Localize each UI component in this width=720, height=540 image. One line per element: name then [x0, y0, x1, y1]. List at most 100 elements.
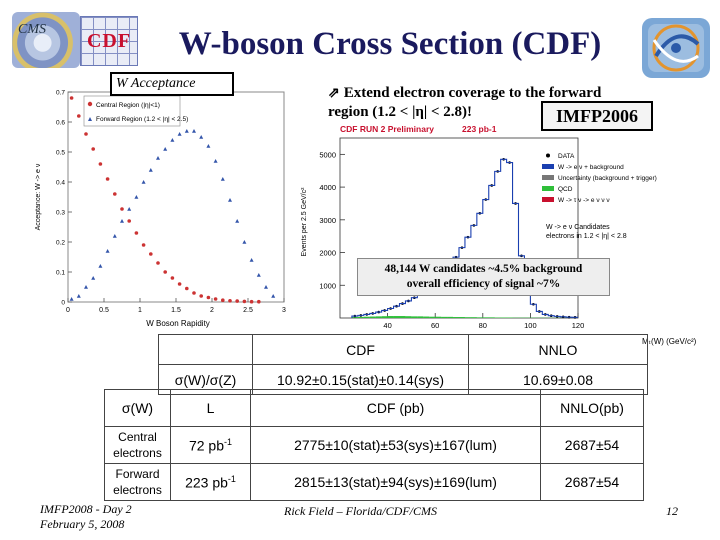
cdf-logo: CDF: [80, 16, 138, 66]
mt-qcd-bar: [464, 317, 471, 318]
table-cell: 223 pb-1: [170, 463, 251, 501]
mt-y-tick-label: 5000: [319, 150, 336, 159]
mt-qcd-bar: [423, 316, 430, 318]
acc-point-central: [113, 192, 117, 196]
acc-point-central: [156, 261, 160, 265]
acc-point-central: [192, 291, 196, 295]
mt-chart-title: CDF RUN 2 Preliminary: [340, 124, 434, 134]
table-cell: [158, 334, 253, 365]
mt-chart-subtitle: 223 pb-1: [462, 124, 497, 134]
mt-qcd-bar: [393, 316, 400, 318]
mt-qcd-bar: [369, 316, 376, 318]
table-row: Central electrons 72 pb-1 2775±10(stat)±5…: [104, 426, 644, 464]
acc-point-forward: [235, 219, 240, 223]
mt-y-tick-label: 2000: [319, 249, 336, 258]
mt-qcd-bar: [441, 316, 448, 318]
table-cell: NNLO: [468, 334, 648, 365]
candidates-line1: 48,144 W candidates ~4.5% background: [384, 263, 583, 275]
legend-forward-label: Forward Region (1.2 < |η| < 2.5): [96, 116, 188, 123]
acc-point-central: [221, 298, 225, 302]
acc-y-axis-label: Acceptance: W -> e ν: [35, 163, 42, 230]
acc-point-forward: [84, 285, 88, 289]
acc-point-central: [134, 231, 139, 235]
acc-point-forward: [177, 132, 182, 136]
legend-marker: [546, 153, 550, 158]
candidates-line2: overall efficiency of signal ~7%: [406, 278, 561, 290]
acc-x-tick-label: 2.5: [243, 307, 253, 314]
mt-qcd-bar: [488, 317, 495, 318]
acc-point-central: [170, 276, 175, 280]
acc-point-central: [213, 297, 218, 301]
acc-point-forward: [206, 144, 211, 148]
table-cell: 2815±13(stat)±94(sys)±169(lum): [250, 463, 541, 501]
acceptance-title: W Acceptance: [110, 72, 234, 96]
acc-point-central: [206, 295, 211, 300]
acc-x-tick-label: 2: [210, 307, 214, 314]
mt-qcd-bar: [363, 316, 370, 318]
table-cell: 2687±54: [540, 426, 644, 464]
acc-point-forward: [98, 264, 103, 268]
table-row: σ(W) L CDF (pb) NNLO(pb): [104, 389, 644, 427]
mt-qcd-bar: [453, 317, 459, 318]
legend-label: DATA: [558, 153, 575, 160]
acc-y-tick-label: 0.3: [56, 210, 65, 217]
mt-qcd-bar: [357, 316, 364, 318]
acc-point-central: [242, 299, 247, 304]
acc-y-tick-label: 0.7: [56, 90, 65, 97]
acc-y-tick-label: 0: [61, 300, 65, 307]
mt-qcd-bar: [435, 316, 442, 318]
mt-qcd-bar: [482, 317, 489, 318]
acc-point-forward: [163, 147, 168, 151]
mt-qcd-bar: [405, 316, 412, 318]
acc-point-forward: [156, 156, 160, 160]
acc-point-forward: [112, 234, 117, 238]
mt-qcd-bar: [375, 316, 382, 318]
legend-marker: [542, 164, 554, 169]
ratio-table: CDF NNLO σ(W)/σ(Z) 10.92±0.15(stat)±0.14…: [158, 334, 648, 395]
table-cell: 72 pb-1: [170, 426, 251, 464]
mt-qcd-bar: [470, 317, 477, 318]
table-cell: Forward electrons: [104, 463, 171, 501]
mt-qcd-bar: [476, 317, 483, 318]
table-cell: σ(W): [104, 389, 171, 427]
mt-x-tick-label: 60: [431, 321, 439, 330]
acc-point-forward: [76, 294, 81, 298]
acc-point-central: [249, 299, 254, 304]
mt-y-axis-label: Events per 2.5 GeV/c²: [301, 187, 308, 257]
mt-y-tick-label: 1000: [319, 281, 336, 290]
legend-marker: [542, 186, 554, 191]
mt-qcd-bar: [447, 316, 454, 318]
mt-qcd-bar: [381, 316, 388, 318]
page-number: 12: [666, 504, 678, 518]
legend-label: W -> e ν + background: [558, 164, 624, 171]
acc-point-central: [105, 177, 110, 181]
mt-y-tick-label: 3000: [319, 216, 336, 225]
cross-section-table: σ(W) L CDF (pb) NNLO(pb) Central electron…: [104, 389, 644, 501]
legend-label: QCD: [558, 186, 573, 193]
legend-marker: [542, 197, 554, 202]
acc-point-forward: [69, 297, 74, 301]
mt-annotation-line2: electrons in 1.2 < |η| < 2.8: [546, 233, 627, 240]
legend-label: Uncertainty (background + trigger): [558, 175, 657, 182]
mt-qcd-bar: [417, 316, 424, 318]
bullet-line1: Extend electron coverage to the forward: [343, 85, 602, 101]
mt-annotation-line1: W -> e ν Candidates: [546, 224, 610, 231]
mt-qcd-bar: [429, 316, 436, 318]
acc-point-central: [177, 282, 182, 286]
mt-x-axis-label: Mₜ(W) (GeV/c²): [642, 337, 697, 346]
acc-point-central: [127, 219, 131, 223]
acc-point-forward: [228, 198, 232, 202]
acc-point-central: [199, 294, 203, 298]
acc-point-forward: [91, 276, 96, 280]
acc-point-central: [141, 243, 146, 247]
acc-point-central: [91, 147, 95, 151]
acc-point-central: [235, 299, 239, 303]
page-title: W-boson Cross Section (CDF): [178, 26, 602, 62]
acc-point-central: [84, 132, 88, 136]
acc-point-forward: [242, 240, 247, 244]
acc-point-forward: [249, 258, 254, 262]
acc-y-tick-label: 0.4: [56, 180, 65, 187]
cdf-logo-text: CDF: [86, 30, 132, 52]
mt-qcd-bar: [387, 316, 394, 318]
acc-point-forward: [213, 159, 218, 163]
